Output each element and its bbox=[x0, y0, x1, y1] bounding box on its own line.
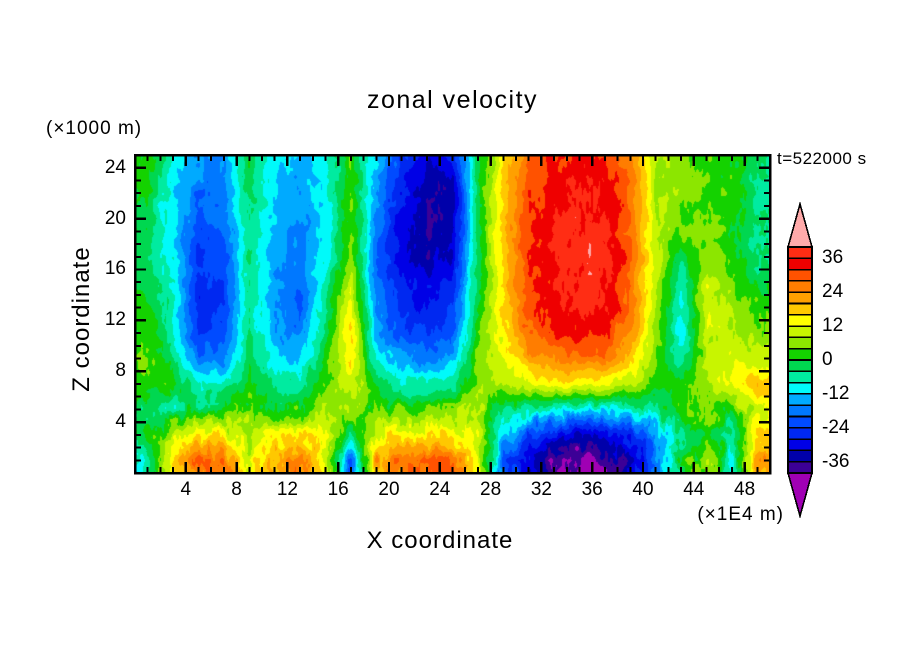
colorbar-box bbox=[787, 336, 813, 350]
x-tick-label: 12 bbox=[276, 479, 298, 500]
z-tick-label: 24 bbox=[104, 156, 126, 178]
x-axis-title: X coordinate bbox=[366, 527, 514, 554]
colorbar-box bbox=[787, 246, 813, 260]
colorbar-box bbox=[787, 404, 813, 418]
z-tick-label: 8 bbox=[115, 360, 126, 382]
colorbar-tick-label: -12 bbox=[822, 382, 850, 404]
colorbar-box bbox=[787, 291, 813, 305]
z-axis-title: Z coordinate bbox=[68, 246, 95, 392]
colorbar-up-arrow bbox=[786, 201, 814, 248]
colorbar-tick-label: 36 bbox=[822, 247, 844, 269]
colorbar-tick-label: -36 bbox=[822, 450, 850, 472]
plot-title: zonal velocity bbox=[366, 86, 539, 114]
colorbar-box bbox=[787, 268, 813, 282]
colorbar-tick-label: -24 bbox=[822, 416, 850, 438]
x-tick-label: 36 bbox=[581, 479, 603, 500]
colorbar-down-arrow bbox=[786, 472, 814, 519]
z-tick-label: 16 bbox=[104, 258, 126, 280]
colorbar-box bbox=[787, 347, 813, 361]
colorbar-box bbox=[787, 449, 813, 463]
colorbar-box bbox=[787, 370, 813, 384]
colorbar-box bbox=[787, 280, 813, 293]
colorbar-box bbox=[787, 393, 813, 406]
x-tick-label: 4 bbox=[180, 479, 192, 500]
x-tick-label: 40 bbox=[632, 479, 654, 500]
z-tick-label: 4 bbox=[115, 411, 126, 433]
x-tick-label: 20 bbox=[378, 479, 400, 500]
colorbar-tick-label: 24 bbox=[822, 281, 844, 303]
x-tick-label: 16 bbox=[327, 479, 349, 500]
colorbar-box bbox=[787, 325, 813, 339]
x-tick-label: 44 bbox=[683, 479, 705, 500]
colorbar-tick-label: 0 bbox=[822, 349, 833, 370]
z-axis-unit-label: (×1000 m) bbox=[46, 118, 143, 139]
colorbar-box bbox=[787, 313, 813, 327]
colorbar-box bbox=[787, 359, 813, 373]
colorbar-box bbox=[787, 426, 813, 440]
colorbar-box bbox=[787, 381, 813, 395]
x-tick-label: 48 bbox=[734, 479, 756, 500]
z-tick-label: 12 bbox=[104, 309, 126, 331]
x-tick-label: 8 bbox=[231, 479, 242, 500]
x-tick-label: 24 bbox=[429, 479, 451, 500]
colorbar-tick-label: 12 bbox=[822, 315, 844, 337]
colorbar-box bbox=[787, 257, 813, 271]
contour-field-canvas bbox=[135, 155, 770, 473]
colorbar-box bbox=[787, 415, 813, 429]
x-axis-unit-label: (×1E4 m) bbox=[697, 504, 784, 525]
colorbar-box bbox=[787, 460, 813, 474]
colorbar-box bbox=[787, 438, 813, 452]
x-tick-label: 28 bbox=[480, 479, 502, 500]
z-tick-label: 20 bbox=[104, 207, 126, 229]
colorbar-box bbox=[787, 302, 813, 316]
timestamp-label: t=522000 s bbox=[777, 149, 867, 168]
x-tick-label: 32 bbox=[530, 479, 552, 500]
